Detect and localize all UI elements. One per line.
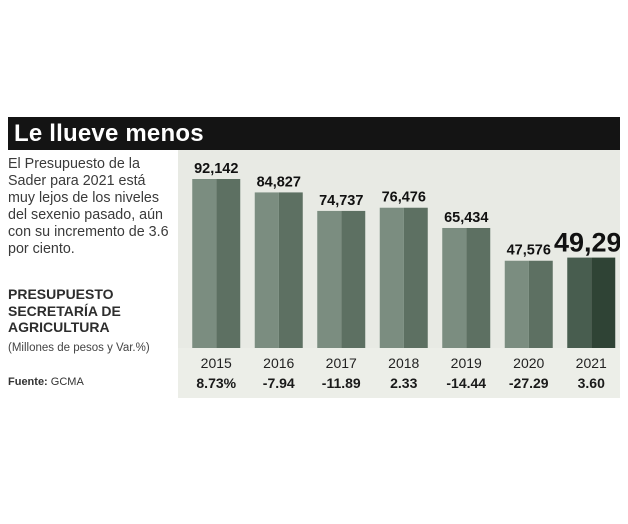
bar-shade-2016: [278, 192, 303, 348]
bar-group: 92,142 2015 8.73%: [192, 161, 241, 391]
bar-shade-2020: [528, 260, 553, 348]
year-label: 2017: [326, 355, 357, 371]
bar-2018: [379, 207, 404, 348]
bar-2021: [567, 257, 592, 348]
variation-label: -11.89: [322, 375, 361, 391]
bar-chart: 92,142 2015 8.73% 84,827 2016 -7.94 74,737 2017…: [178, 161, 620, 398]
year-label: 2018: [388, 355, 419, 371]
value-label: 92,142: [194, 161, 238, 177]
year-strip: [178, 348, 620, 398]
variation-label: 3.60: [578, 375, 605, 391]
bar-group: 74,737 2017 -11.89: [317, 193, 366, 391]
page-title: Le llueve menos: [14, 120, 204, 147]
bar-2015: [192, 179, 217, 348]
bar-shade-2019: [466, 227, 491, 348]
bar-group: 84,827 2016 -7.94: [254, 174, 303, 391]
value-label: 74,737: [319, 193, 363, 209]
source-value: GCMA: [50, 376, 84, 388]
chart-panel: 92,142 2015 8.73% 84,827 2016 -7.94 74,737 2017…: [178, 150, 620, 398]
chart-subtitle: (Millones de pesos y Var.%): [8, 342, 150, 354]
bar-group: 47,576 2020 -27.29: [504, 243, 553, 391]
bar-2019: [442, 227, 467, 348]
year-label: 2021: [576, 355, 607, 371]
bar-group: 65,434 2019 -14.44: [442, 210, 491, 391]
variation-label: -7.94: [263, 375, 295, 391]
year-label: 2020: [513, 355, 544, 371]
value-label: 76,476: [382, 190, 426, 206]
bar-shade-2021: [591, 257, 616, 348]
value-label: 65,434: [444, 210, 488, 226]
bar-shade-2017: [341, 210, 366, 348]
source-line: Fuente: GCMA: [8, 376, 84, 388]
variation-label: 2.33: [390, 375, 417, 391]
value-label: 84,827: [257, 174, 301, 190]
bar-2016: [254, 192, 279, 348]
year-label: 2016: [263, 355, 294, 371]
value-label: 47,576: [507, 243, 551, 259]
bar-group: 76,476 2018 2.33: [379, 190, 428, 391]
bar-2020: [504, 260, 529, 348]
variation-label: 8.73%: [196, 375, 236, 391]
source-label: Fuente:: [8, 376, 48, 388]
year-label: 2019: [451, 355, 482, 371]
bar-shade-2015: [216, 179, 241, 348]
bar-2017: [317, 210, 342, 348]
chart-title: PRESUPUESTO SECRETARÍA DE AGRICULTURA: [8, 286, 121, 335]
variation-label: -14.44: [446, 375, 486, 391]
year-label: 2015: [201, 355, 232, 371]
bar-group: 49,291 2021 3.60: [554, 228, 620, 391]
value-label: 49,291: [554, 228, 620, 258]
variation-label: -27.29: [509, 375, 549, 391]
bar-shade-2018: [403, 207, 428, 348]
title-bar: Le llueve menos: [8, 117, 620, 150]
description-text: El Presupuesto de la Sader para 2021 est…: [8, 156, 169, 257]
